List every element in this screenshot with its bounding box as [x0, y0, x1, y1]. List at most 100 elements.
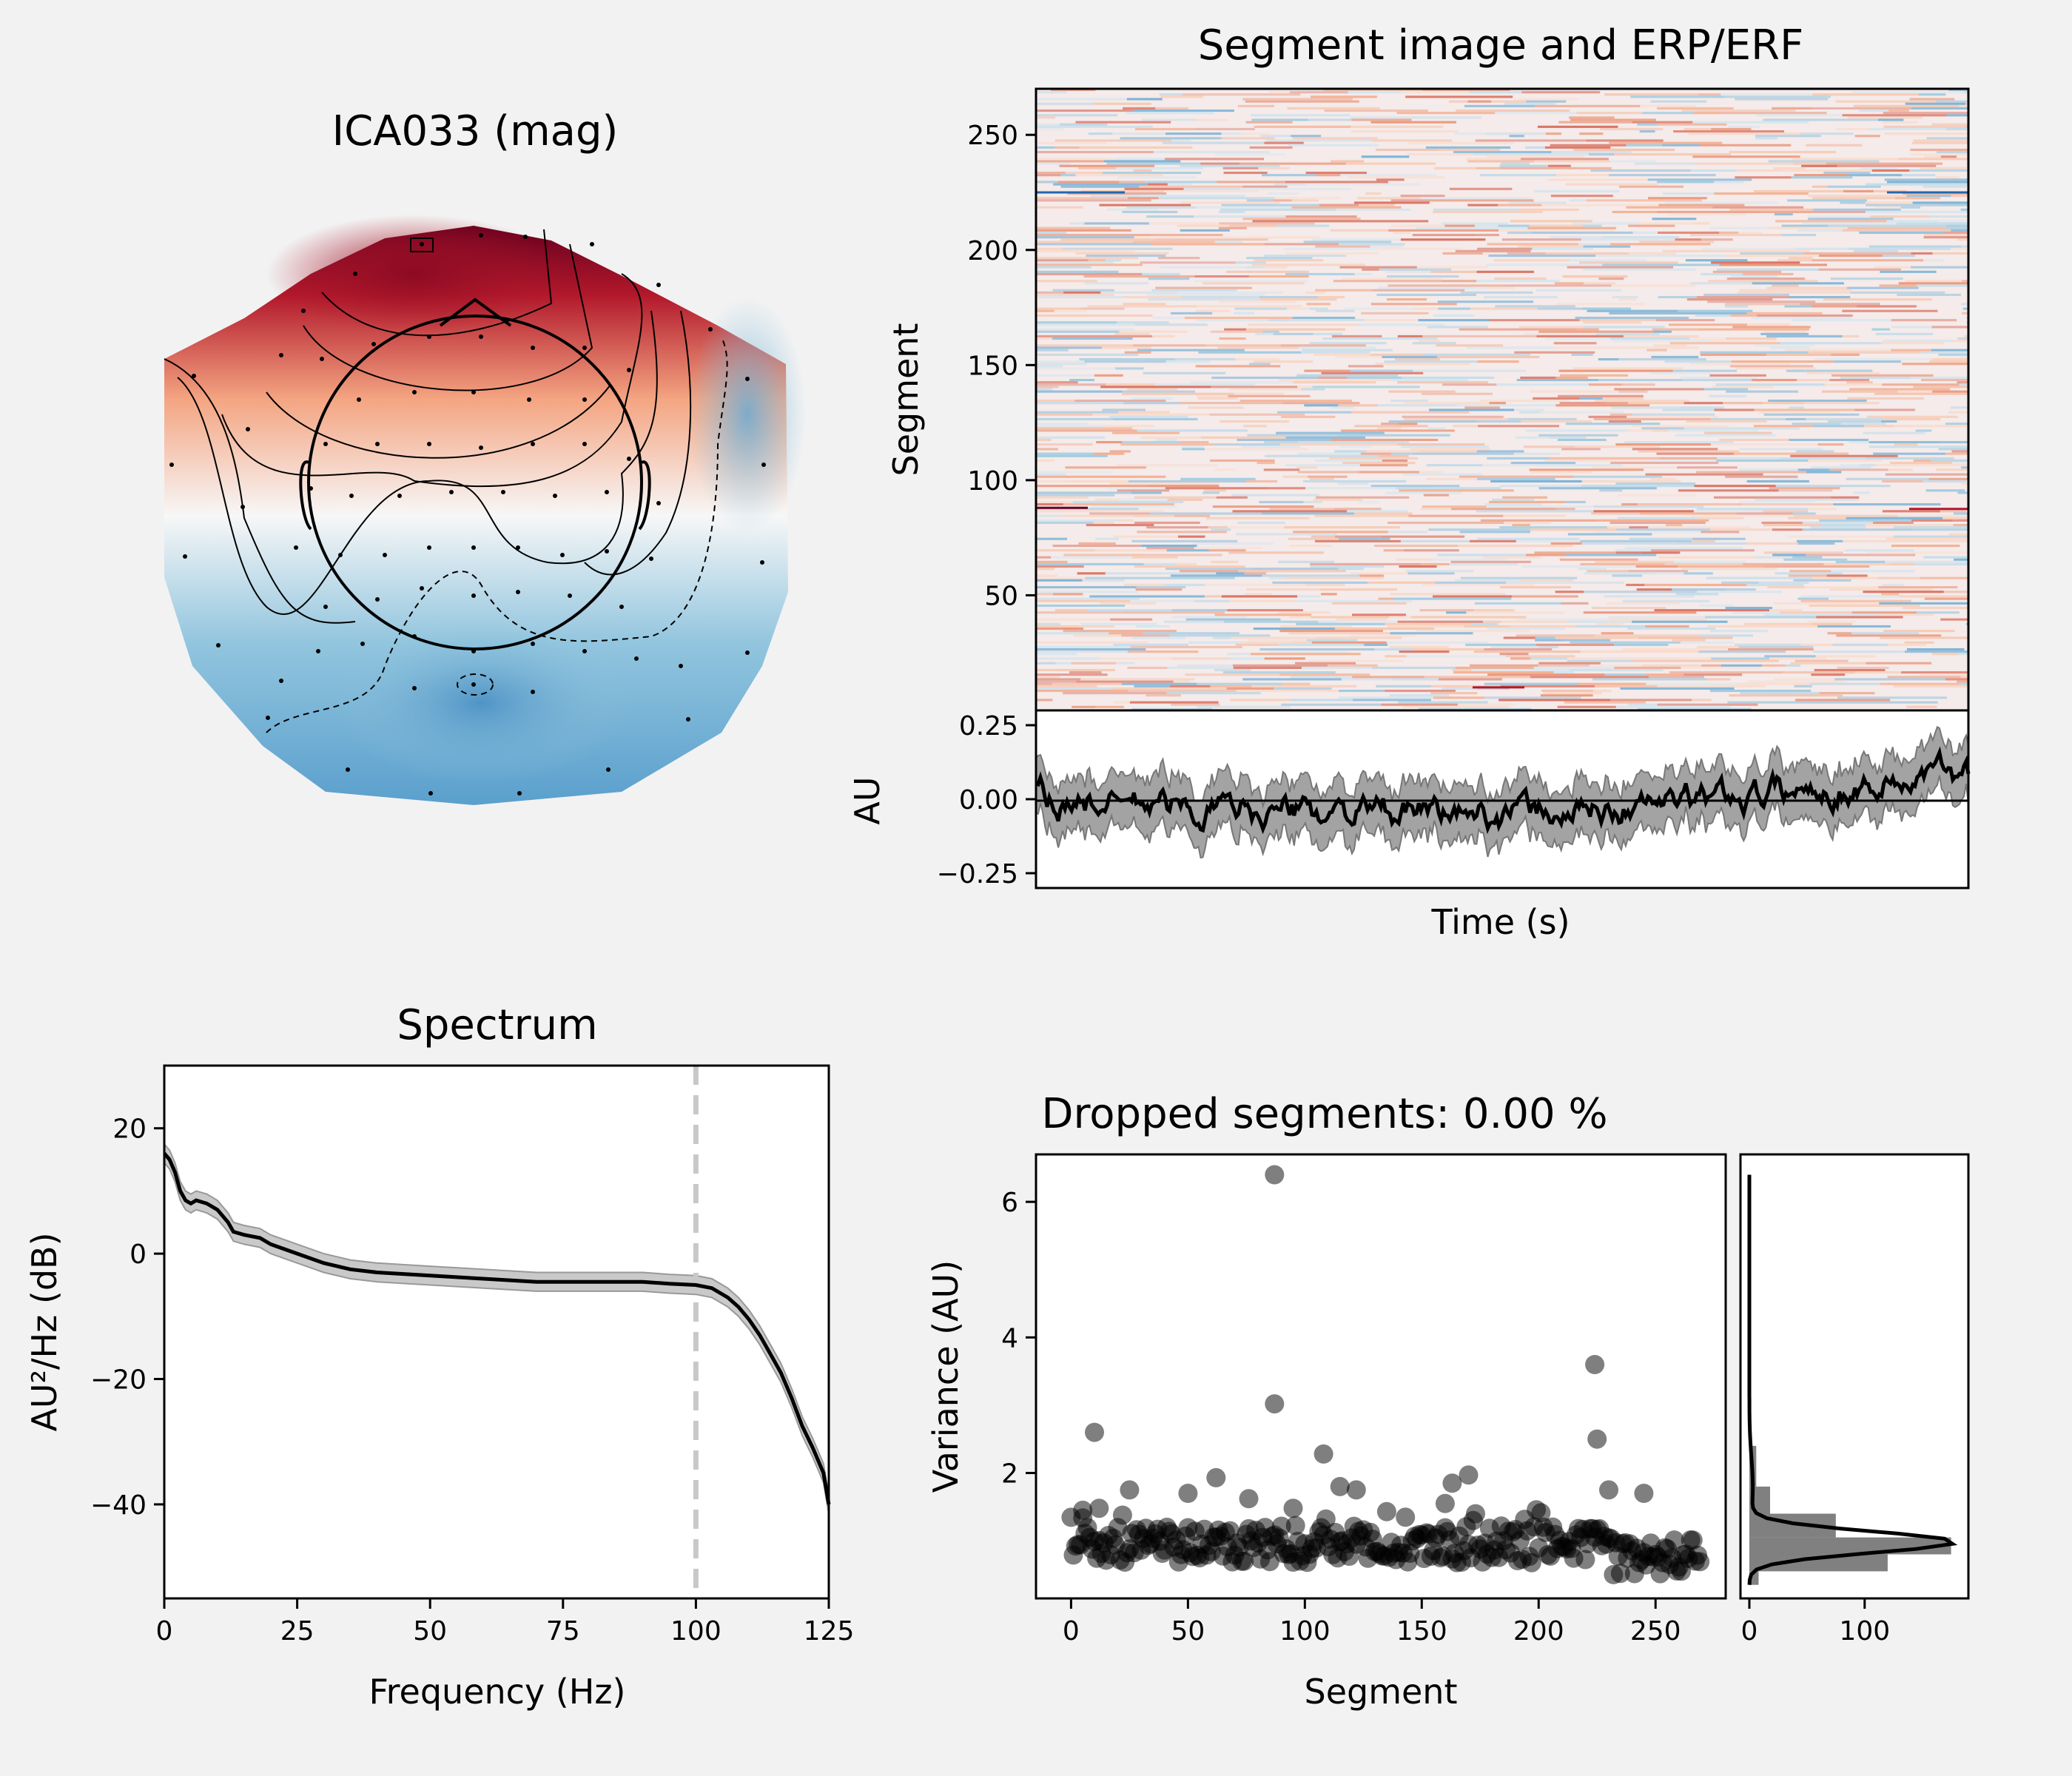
sensor-15 [761, 462, 766, 467]
dropped-xtick-label-5: 250 [1630, 1616, 1681, 1646]
erp-ytick-label-1: 0.00 [959, 785, 1018, 815]
sensor-26 [320, 357, 324, 361]
sensor-64 [420, 586, 424, 591]
variance-point-277 [1442, 1473, 1462, 1493]
variance-point-270 [1265, 1165, 1285, 1185]
sensor-78 [471, 682, 476, 687]
variance-point-258 [1664, 1530, 1684, 1550]
histogram-xtick-label-0: 0 [1741, 1616, 1758, 1646]
sensor-79 [531, 690, 535, 694]
sensor-50 [553, 494, 557, 498]
spectrum-yticks: 20 0 −20 −40 [90, 1114, 164, 1521]
erp-ylabel: AU [847, 776, 887, 824]
sensor-58 [516, 545, 520, 550]
sensor-34 [412, 390, 417, 394]
variance-point-284 [1178, 1484, 1198, 1503]
sensor-35 [471, 390, 476, 394]
erp-mean-line [1035, 746, 1971, 835]
variance-point-272 [1085, 1422, 1104, 1442]
dropped-xtick-label-4: 200 [1513, 1616, 1564, 1646]
sensor-80 [279, 679, 283, 683]
sensor-12 [686, 717, 690, 722]
sensor-32 [627, 368, 631, 372]
variance-point-289 [1073, 1500, 1093, 1520]
spectrum-ytick-label-2: −20 [90, 1365, 147, 1396]
sensor-40 [427, 442, 431, 446]
sensor-53 [294, 545, 298, 550]
sensor-37 [582, 397, 587, 402]
variance-point-283 [1634, 1484, 1654, 1503]
dropped-xlabel: Segment [1305, 1672, 1458, 1712]
sensor-70 [360, 642, 365, 646]
variance-point-85 [1259, 1552, 1279, 1572]
sensor-19 [590, 242, 594, 246]
sensor-2 [246, 427, 250, 431]
sensor-23 [353, 272, 357, 276]
dropped-ytick-label-2: 2 [1001, 1459, 1018, 1490]
variance-point-274 [1587, 1429, 1607, 1449]
dropped-scatter-panel: 0 50 100 150 200 250 6 4 2 Segment Variance (AU… [926, 1153, 1727, 1712]
sensor-1 [192, 374, 196, 378]
spectrum-xtick-label-4: 100 [670, 1616, 722, 1646]
sensor-59 [560, 553, 565, 557]
sensor-21 [479, 233, 483, 238]
variance-point-197 [1521, 1553, 1541, 1572]
sensor-22 [420, 242, 424, 246]
variance-point-90 [1271, 1516, 1291, 1536]
sensor-51 [605, 490, 609, 494]
spectrum-ytick-label-1: 0 [130, 1240, 147, 1270]
sensor-4 [240, 505, 245, 509]
segment-ytick-label-3: 100 [967, 466, 1018, 497]
dropped-ytick-label-0: 6 [1001, 1188, 1018, 1218]
variance-point-135 [1376, 1501, 1396, 1521]
variance-point-201 [1531, 1503, 1551, 1523]
sensor-72 [471, 649, 476, 653]
sensor-13 [745, 650, 750, 655]
sensor-68 [619, 605, 624, 609]
sensor-18 [656, 283, 661, 287]
sensor-66 [516, 590, 520, 594]
topomap-top-marker [410, 238, 434, 252]
spectrum-line [163, 1151, 831, 1505]
topomap-head-outline [299, 297, 651, 650]
spectrum-title: Spectrum [397, 1001, 597, 1049]
sensor-28 [427, 334, 431, 339]
sensor-43 [582, 442, 587, 446]
spectrum-xticks: 0 25 50 75 100 125 [156, 1598, 854, 1646]
erp-panel: 0.25 0.00 −0.25 AU Time (s) [847, 709, 1971, 942]
sensor-67 [568, 593, 572, 598]
erp-xlabel: Time (s) [1430, 902, 1570, 942]
variance-point-282 [1599, 1480, 1618, 1500]
variance-point-287 [1283, 1498, 1303, 1518]
variance-point-143 [1396, 1507, 1416, 1527]
dropped-xtick-label-1: 50 [1171, 1616, 1205, 1646]
sensor-14 [760, 560, 764, 565]
variance-point-96 [1285, 1516, 1305, 1536]
variance-point-280 [1346, 1480, 1366, 1500]
sensor-5 [183, 554, 187, 559]
sensor-3 [169, 462, 174, 467]
segment-image-yticks: 250 200 150 100 50 [967, 121, 1036, 611]
sensor-45 [309, 486, 313, 491]
spectrum-xtick-label-2: 50 [413, 1616, 447, 1646]
sensor-63 [375, 597, 380, 602]
sensor-36 [527, 397, 531, 402]
sensor-44 [627, 457, 631, 461]
variance-point-266 [1683, 1530, 1703, 1550]
dropped-ytick-label-1: 4 [1001, 1323, 1018, 1353]
variance-point-278 [1206, 1467, 1226, 1487]
sensor-33 [357, 397, 361, 402]
variance-histogram-panel: 0 100 [1739, 1153, 1970, 1646]
sensor-17 [708, 327, 713, 332]
variance-point-286 [1239, 1489, 1259, 1509]
sensor-54 [338, 553, 343, 557]
sensor-61 [649, 556, 653, 561]
sensor-6 [216, 643, 221, 648]
variance-point-22 [1112, 1505, 1132, 1525]
sensor-29 [479, 334, 483, 339]
histogram-xtick-label-1: 100 [1839, 1616, 1890, 1646]
variance-point-220 [1575, 1550, 1595, 1570]
sensor-55 [383, 553, 387, 557]
segment-ytick-label-4: 50 [984, 581, 1018, 611]
erp-ytick-label-2: −0.25 [937, 859, 1018, 889]
